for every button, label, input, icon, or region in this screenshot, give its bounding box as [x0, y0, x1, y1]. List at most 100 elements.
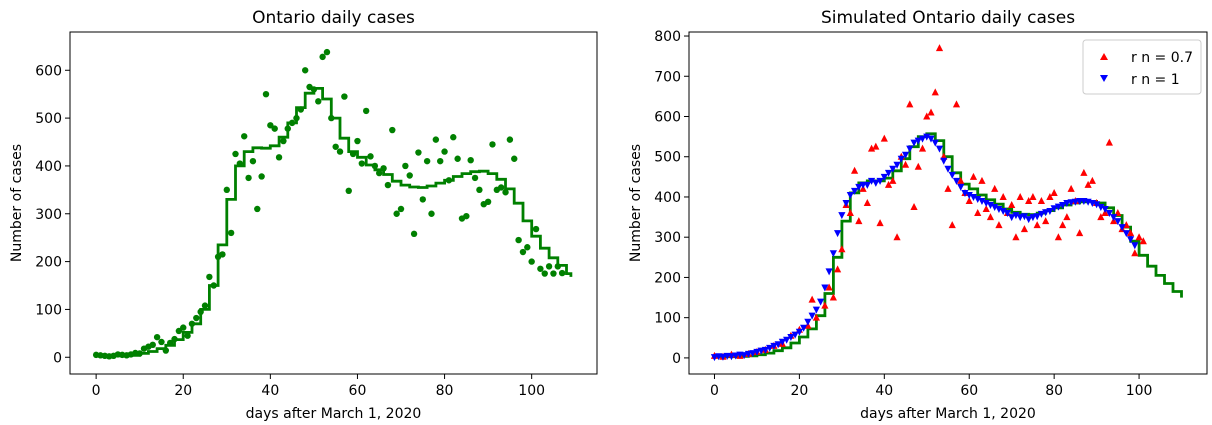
left-data-point: [545, 263, 553, 270]
legend-label-rn-1: r n = 1: [1131, 72, 1180, 88]
right-point-rn-0.7: [880, 134, 888, 142]
right-point-rn-0.7: [825, 283, 833, 291]
right-point-rn-1: [931, 139, 939, 147]
left-data-point: [301, 67, 309, 74]
right-point-rn-0.7: [1008, 201, 1016, 209]
left-data-point: [323, 48, 331, 56]
right-point-rn-0.7: [1088, 176, 1096, 184]
left-data-point: [532, 225, 540, 233]
right-x-tick-label: 40: [875, 383, 893, 399]
right-point-rn-1: [761, 346, 770, 354]
left-data-point: [419, 196, 426, 203]
right-point-rn-1: [965, 191, 973, 199]
left-data-point: [284, 125, 291, 132]
right-point-rn-1: [872, 179, 880, 187]
right-point-rn-0.7: [906, 100, 914, 108]
left-x-tick-label: 0: [92, 383, 101, 399]
left-data-point: [136, 350, 143, 357]
left-data-point: [428, 210, 435, 217]
left-data-point: [175, 327, 183, 335]
left-data-point: [367, 153, 374, 160]
left-data-point: [502, 189, 509, 196]
right-point-rn-1: [999, 208, 1007, 216]
right-point-rn-1: [944, 165, 952, 173]
right-point-rn-1: [1097, 204, 1105, 212]
left-data-point: [376, 169, 383, 177]
left-data-point: [206, 273, 213, 281]
right-point-rn-0.7: [969, 172, 978, 180]
right-point-rn-0.7: [1097, 213, 1105, 221]
right-point-rn-1: [1114, 218, 1122, 226]
right-point-rn-0.7: [855, 217, 863, 225]
right-point-rn-0.7: [808, 295, 816, 303]
right-point-rn-1: [918, 135, 927, 143]
right-point-rn-0.7: [863, 199, 871, 206]
right-point-rn-1: [770, 342, 778, 350]
right-point-rn-1: [834, 230, 842, 238]
left-data-point: [541, 270, 548, 277]
right-point-rn-0.7: [1067, 184, 1075, 192]
right-point-rn-1: [974, 195, 982, 203]
right-point-rn-1: [1050, 205, 1058, 213]
left-x-axis: 0 20 40 60 80 100: [92, 374, 545, 399]
right-point-rn-1: [1093, 201, 1101, 209]
right-point-rn-1: [1020, 213, 1029, 221]
right-point-rn-0.7: [952, 100, 961, 108]
left-data-point: [476, 186, 483, 194]
left-data-point: [463, 212, 470, 220]
right-point-rn-0.7: [974, 209, 982, 217]
right-point-rn-0.7: [876, 219, 884, 227]
right-point-rn-0.7: [838, 245, 846, 253]
right-point-rn-1: [855, 183, 863, 191]
right-point-rn-1: [1033, 213, 1041, 221]
left-data-point: [193, 314, 200, 322]
right-point-rn-1: [1042, 209, 1050, 217]
right-y-tick-label: 100: [654, 311, 681, 327]
right-point-rn-1: [1122, 230, 1130, 238]
left-x-tick-label: 20: [174, 383, 192, 399]
right-point-rn-1: [927, 135, 935, 143]
right-point-rn-0.7: [1139, 237, 1147, 245]
left-model-step-line: [96, 87, 573, 358]
left-data-point: [280, 137, 287, 145]
right-point-rn-1: [829, 250, 837, 258]
left-data-point: [166, 339, 174, 347]
right-point-rn-1: [923, 133, 931, 141]
left-x-tick-label: 40: [261, 383, 279, 399]
right-point-rn-0.7: [1135, 233, 1143, 241]
right-point-rn-0.7: [901, 160, 910, 168]
left-data-point: [524, 244, 531, 251]
right-point-rn-1: [850, 187, 859, 195]
right-point-rn-1: [1109, 214, 1118, 222]
right-point-rn-1: [952, 177, 961, 185]
right-x-tick-label: 20: [790, 383, 808, 399]
right-point-rn-1: [880, 173, 888, 181]
right-point-rn-1: [778, 338, 787, 346]
left-data-point: [315, 98, 322, 105]
right-point-rn-0.7: [923, 112, 931, 120]
right-point-rn-0.7: [1037, 196, 1046, 204]
right-point-rn-0.7: [834, 265, 842, 273]
right-point-rn-1: [1101, 206, 1109, 214]
right-point-rn-0.7: [850, 166, 859, 174]
left-data-point: [236, 160, 244, 167]
left-data-point: [293, 114, 300, 122]
right-point-rn-1: [757, 347, 765, 355]
left-data-point: [258, 173, 265, 180]
right-point-rn-1: [749, 350, 757, 358]
left-y-tick-label: 0: [53, 350, 62, 366]
left-data-point: [171, 335, 178, 343]
right-point-rn-0.7: [995, 221, 1003, 229]
legend-marker-triangle-down: [1100, 75, 1108, 82]
right-y-tick-label: 300: [654, 230, 681, 246]
left-data-point: [432, 136, 440, 143]
right-point-rn-0.7: [1084, 180, 1092, 188]
right-point-rn-0.7: [1105, 138, 1113, 146]
right-x-axis-label: days after March 1, 2020: [860, 406, 1036, 422]
left-data-point: [158, 338, 165, 346]
left-data-point: [288, 119, 296, 127]
left-y-tick-label: 100: [35, 302, 62, 318]
right-point-rn-0.7: [1131, 249, 1139, 257]
right-point-rn-1: [732, 352, 740, 360]
